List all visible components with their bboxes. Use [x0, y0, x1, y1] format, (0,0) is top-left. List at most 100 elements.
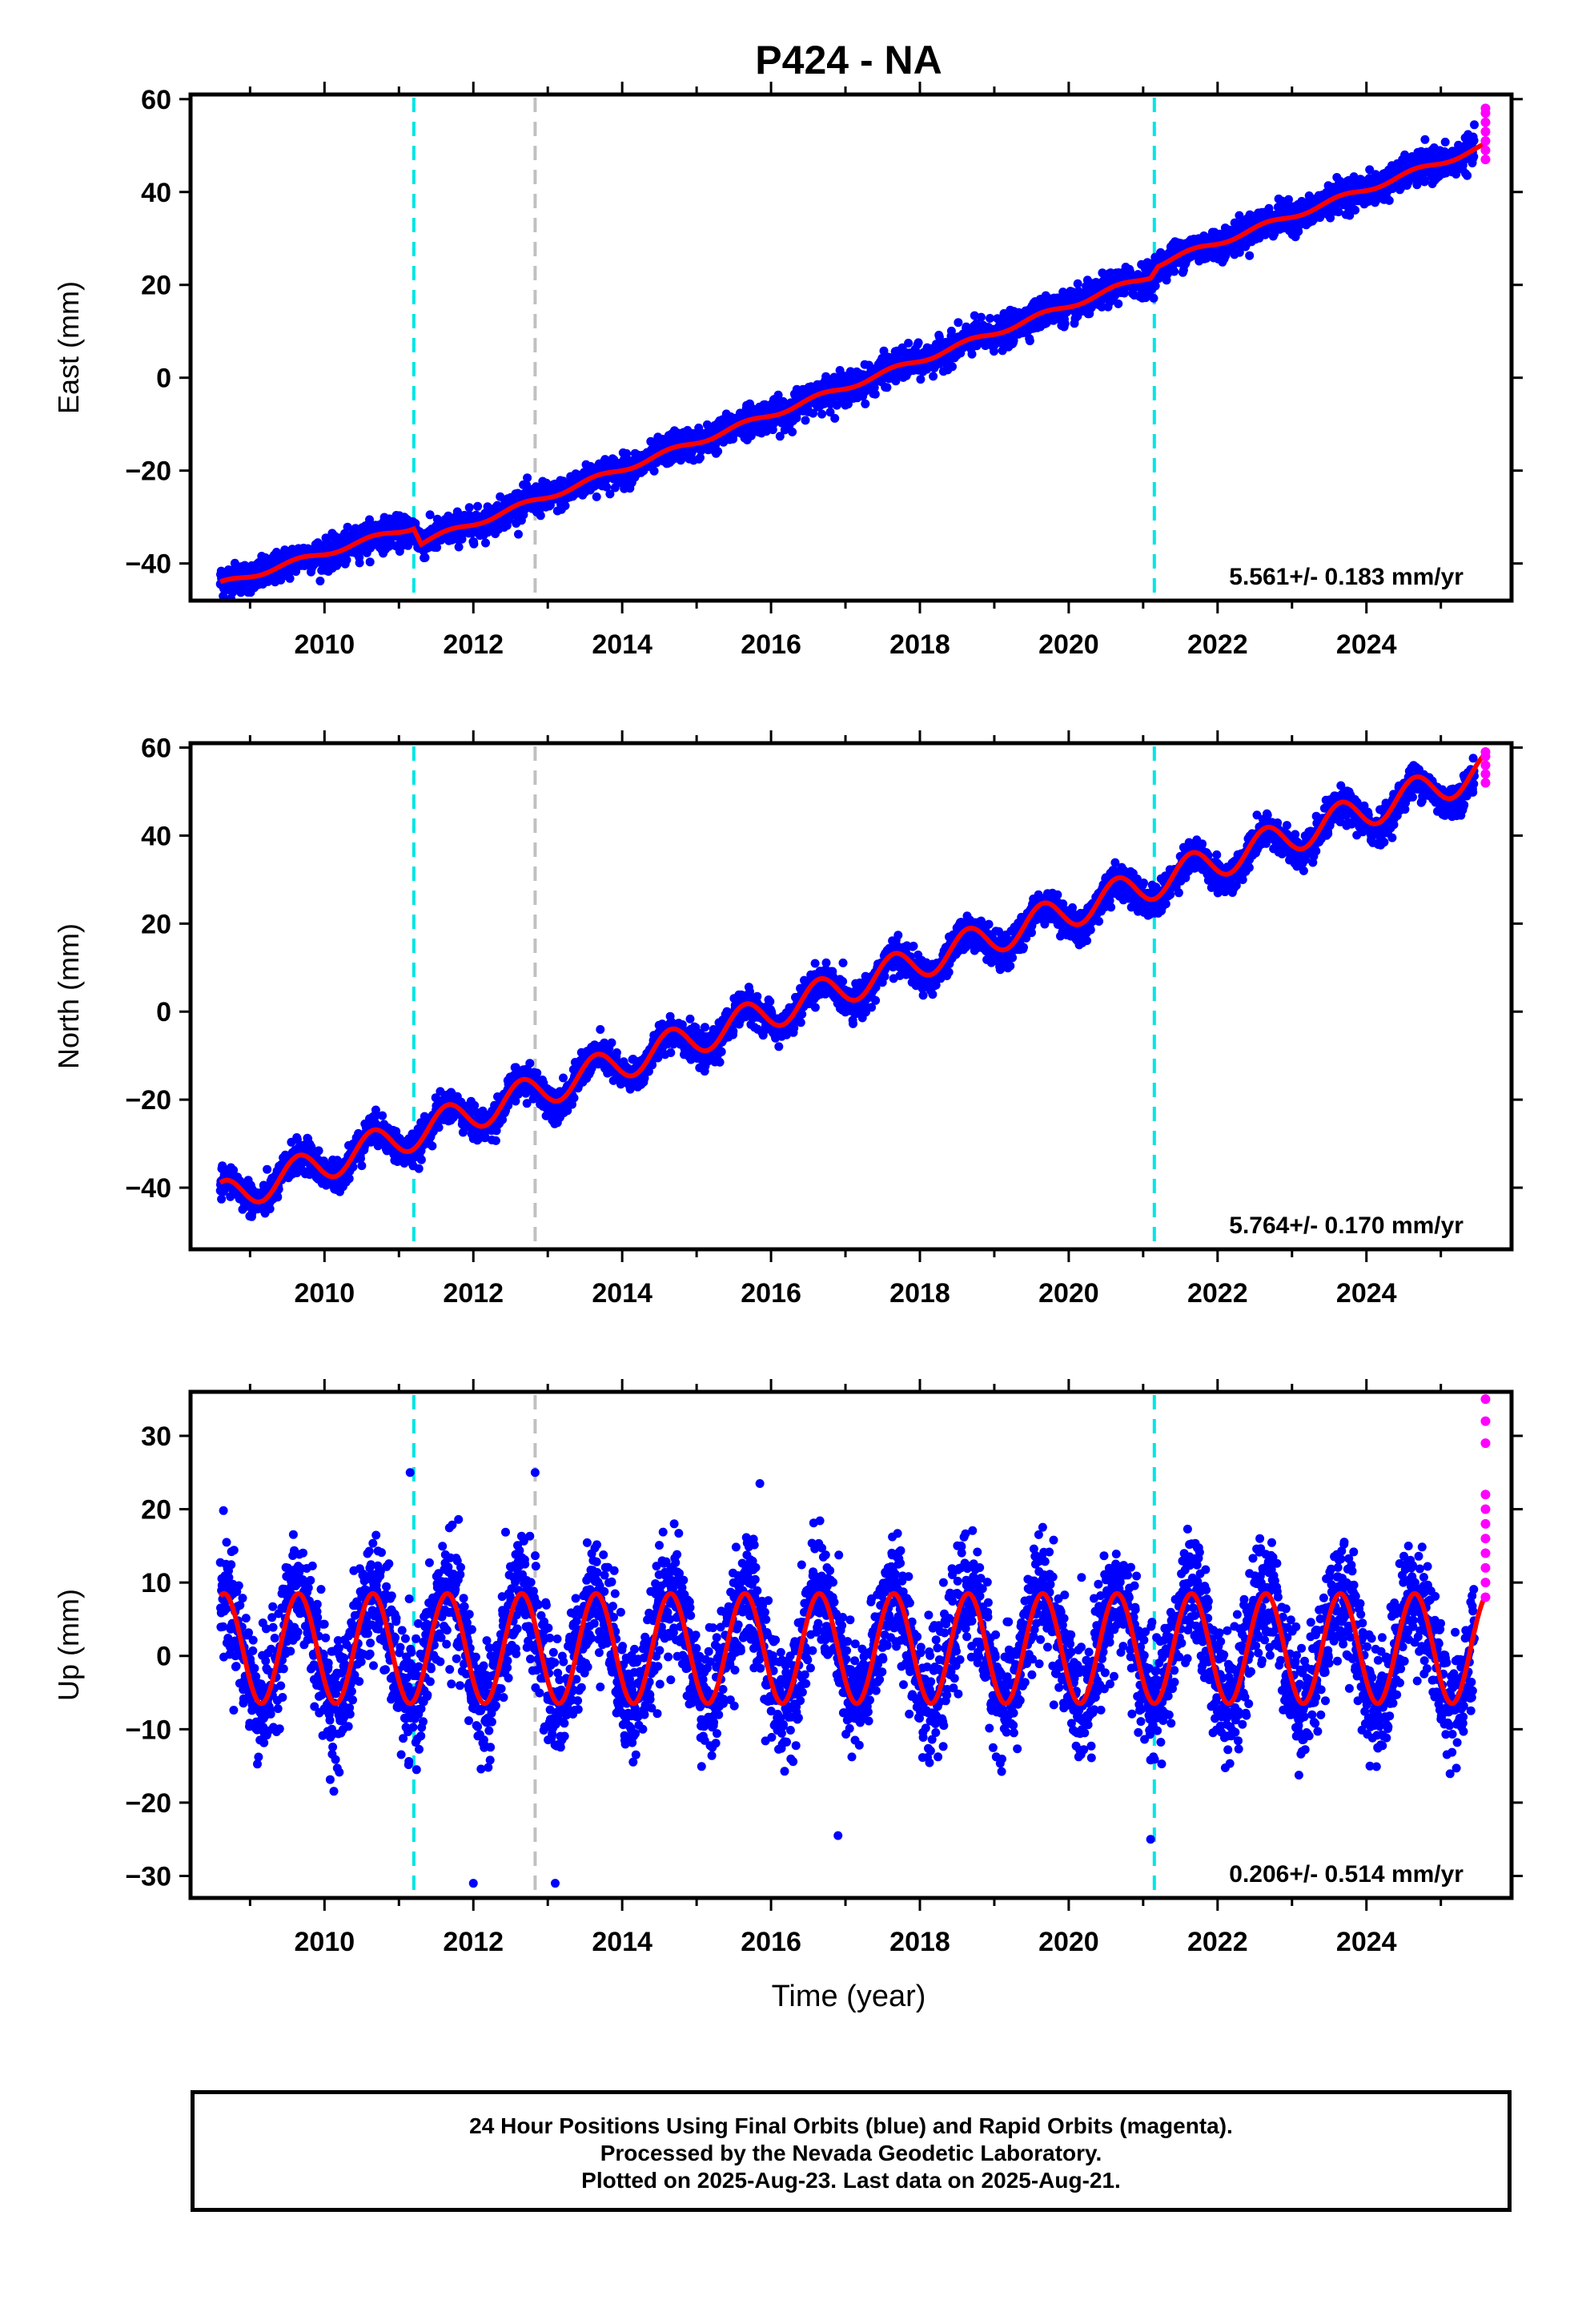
data-point	[605, 489, 615, 499]
data-point	[1230, 218, 1239, 227]
data-point	[481, 538, 490, 548]
data-point	[713, 447, 723, 456]
x-tick-label: 2014	[592, 629, 652, 660]
data-point	[1470, 120, 1479, 130]
data-point	[990, 347, 998, 356]
plot-area	[215, 103, 1491, 601]
y-tick-label: 40	[141, 178, 171, 208]
data-point	[560, 501, 570, 510]
x-axis-label: Time (year)	[772, 1980, 926, 2013]
data-point	[929, 372, 938, 381]
data-point	[285, 573, 295, 583]
data-point	[536, 511, 545, 521]
data-point	[1469, 152, 1479, 162]
data-point	[913, 338, 923, 348]
data-point	[817, 409, 827, 419]
rapid-orbit-point	[1480, 117, 1491, 127]
data-point	[830, 413, 840, 423]
data-point	[1420, 135, 1430, 144]
data-point	[1440, 137, 1450, 147]
data-point	[1245, 251, 1255, 260]
data-point	[773, 390, 783, 400]
x-tick-label: 2024	[1336, 629, 1397, 660]
data-point	[454, 542, 464, 552]
data-point	[314, 1146, 323, 1156]
data-point	[343, 522, 352, 532]
data-point	[357, 1161, 367, 1171]
data-point	[843, 400, 853, 409]
data-point	[1009, 336, 1018, 345]
data-point	[1326, 213, 1335, 223]
data-point	[954, 318, 963, 328]
data-point	[861, 399, 870, 408]
data-point	[1073, 279, 1082, 288]
x-tick-label: 2010	[295, 629, 355, 660]
data-point	[1149, 293, 1158, 303]
y-axis-label: East (mm)	[52, 281, 85, 414]
data-point	[514, 529, 523, 539]
data-point	[809, 408, 818, 418]
data-point	[342, 555, 351, 565]
data-point	[464, 503, 474, 513]
data-point	[622, 448, 632, 458]
data-point	[432, 543, 442, 553]
rapid-orbit-point	[1480, 127, 1491, 137]
y-tick-label: 60	[141, 85, 171, 115]
data-point	[523, 473, 532, 483]
y-tick-label: −40	[125, 549, 171, 580]
data-point	[1351, 205, 1360, 215]
data-point	[801, 416, 810, 425]
rate-label: 5.561+/- 0.183 mm/yr	[1229, 564, 1464, 590]
data-point	[977, 312, 986, 322]
rapid-orbit-point	[1480, 155, 1491, 165]
data-point	[825, 408, 835, 417]
data-point	[1469, 135, 1479, 145]
data-point	[610, 483, 620, 493]
data-point	[1170, 267, 1179, 276]
x-tick-label: 2018	[889, 629, 950, 660]
x-tick-label: 2020	[1038, 629, 1099, 660]
data-point	[916, 375, 926, 384]
data-point	[592, 492, 601, 501]
x-tick-label: 2016	[741, 629, 801, 660]
data-point	[1114, 299, 1123, 308]
data-point	[1097, 302, 1106, 312]
data-point	[870, 389, 880, 399]
data-point	[1060, 319, 1070, 328]
data-point	[229, 1165, 239, 1175]
y-tick-label: 20	[141, 271, 171, 301]
data-point	[1334, 207, 1343, 217]
data-point	[948, 362, 957, 372]
data-point	[315, 577, 325, 585]
data-point	[469, 539, 479, 549]
data-point	[696, 453, 705, 462]
data-point	[792, 413, 801, 423]
data-point	[1365, 165, 1375, 175]
data-point	[263, 1164, 272, 1174]
data-point	[365, 557, 375, 567]
data-point	[602, 482, 612, 492]
data-point	[649, 466, 659, 476]
data-point	[1384, 195, 1394, 205]
data-point	[265, 1204, 275, 1213]
data-point	[986, 314, 994, 323]
x-tick-label: 2012	[443, 629, 504, 660]
data-point	[904, 339, 913, 348]
rapid-orbit-point	[1480, 103, 1491, 114]
data-point	[788, 427, 797, 436]
y-tick-label: −20	[125, 456, 171, 487]
data-point	[1420, 176, 1429, 186]
data-point	[967, 349, 977, 359]
data-point	[355, 558, 364, 568]
data-point	[420, 553, 430, 562]
data-point	[1119, 288, 1129, 298]
data-point	[882, 383, 892, 392]
data-point	[775, 432, 785, 441]
data-point	[273, 1192, 283, 1202]
data-point	[1345, 211, 1355, 220]
model-curve	[219, 140, 1488, 585]
plot-frame	[188, 92, 1514, 603]
